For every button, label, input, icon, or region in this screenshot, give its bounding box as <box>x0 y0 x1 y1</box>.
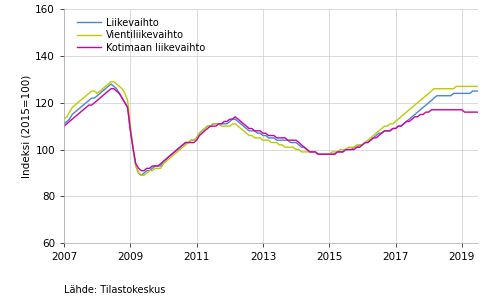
Line: Liikevaihto: Liikevaihto <box>64 84 481 175</box>
Legend: Liikevaihto, Vientiliikevaihto, Kotimaan liikevaihto: Liikevaihto, Vientiliikevaihto, Kotimaan… <box>73 14 210 57</box>
Line: Vientiliikevaihto: Vientiliikevaihto <box>64 82 481 175</box>
Text: Lähde: Tilastokeskus: Lähde: Tilastokeskus <box>64 285 166 295</box>
Y-axis label: Indeksi (2015=100): Indeksi (2015=100) <box>21 74 31 178</box>
Line: Kotimaan liikevaihto: Kotimaan liikevaihto <box>64 89 481 171</box>
